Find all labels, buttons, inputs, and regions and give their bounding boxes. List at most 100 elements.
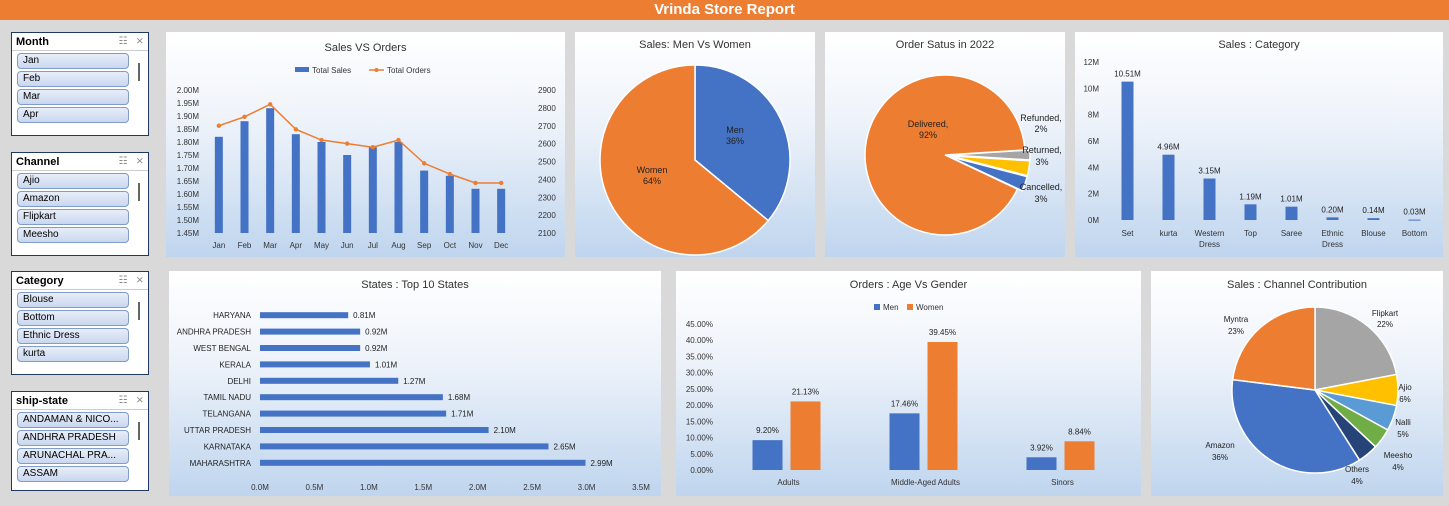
age-bar-men xyxy=(752,440,783,470)
x-tick-label: 2.5M xyxy=(523,483,541,492)
orders-point xyxy=(344,141,350,146)
slicer-scrollbar[interactable] xyxy=(138,183,140,201)
slicer-title: ship-state xyxy=(16,394,68,407)
slicer-channel[interactable]: Channel ☷ ⨯ Ajio Amazon Flipkart Meesho xyxy=(11,152,149,256)
age-vs-gender-card: Orders : Age Vs Gender 0.00% 5.00% 10.00% 1… xyxy=(676,271,1141,496)
state-bar xyxy=(260,394,443,401)
slice-label-returned: Returned, xyxy=(1022,145,1062,155)
x-tick-label: 1.0M xyxy=(360,483,378,492)
category-x-label: Western xyxy=(1195,229,1225,238)
slicer-item[interactable]: Mar xyxy=(17,89,129,105)
sales-bar xyxy=(497,188,506,233)
channel-label-meesho: Meesho xyxy=(1384,451,1413,460)
sales-bar xyxy=(214,136,223,233)
clear-filter-icon[interactable]: ⨯ xyxy=(135,395,144,406)
category-bar xyxy=(1408,219,1421,221)
pie-slice-women xyxy=(599,64,770,256)
channel-pct-myntra: 23% xyxy=(1228,327,1244,336)
category-x-label: Set xyxy=(1121,229,1134,238)
legend-swatch-sales xyxy=(295,67,309,72)
y-tick-label: 4M xyxy=(1088,163,1099,172)
slice-label-cancelled: Cancelled, xyxy=(1020,182,1063,192)
category-x-label: kurta xyxy=(1160,229,1178,238)
age-data-label: 39.45% xyxy=(929,328,956,337)
multi-select-icon[interactable]: ☷ xyxy=(118,36,128,47)
state-label: KARNATAKA xyxy=(204,442,252,451)
state-label: TELANGANA xyxy=(203,410,252,419)
clear-filter-icon[interactable]: ⨯ xyxy=(135,156,144,167)
category-data-label: 0.20M xyxy=(1321,205,1344,214)
multi-select-icon[interactable]: ☷ xyxy=(118,395,128,406)
slicer-item[interactable]: Ajio xyxy=(17,173,129,189)
slicer-item[interactable]: Apr xyxy=(17,107,129,123)
age-data-label: 21.13% xyxy=(792,387,819,396)
slicer-item[interactable]: Feb xyxy=(17,71,129,87)
legend-swatch-men xyxy=(874,304,880,310)
category-x-label: Saree xyxy=(1281,229,1303,238)
slicer-item[interactable]: Meesho xyxy=(17,227,129,243)
age-data-label: 17.46% xyxy=(891,399,918,408)
state-data-label: 0.92M xyxy=(365,344,388,353)
category-data-label: 3.15M xyxy=(1198,167,1221,176)
state-label: DELHI xyxy=(227,377,251,386)
orders-point xyxy=(216,123,222,128)
multi-select-icon[interactable]: ☷ xyxy=(118,156,128,167)
slicer-ship-state[interactable]: ship-state ☷ ⨯ ANDAMAN & NICO... ANDHRA PRAD… xyxy=(11,391,149,491)
slicer-scrollbar[interactable] xyxy=(138,422,140,440)
slicer-item[interactable]: Blouse xyxy=(17,292,129,308)
slicer-item[interactable]: Jan xyxy=(17,53,129,69)
state-label: UTTAR PRADESH xyxy=(184,426,251,435)
x-tick-label: Apr xyxy=(290,241,303,250)
legend-label-sales: Total Sales xyxy=(312,66,351,75)
slicer-month[interactable]: Month ☷ ⨯ Jan Feb Mar Apr xyxy=(11,32,149,136)
x-tick-label: Feb xyxy=(238,241,252,250)
slicer-category[interactable]: Category ☷ ⨯ Blouse Bottom Ethnic Dress kurta xyxy=(11,271,149,375)
slicer-item[interactable]: ASSAM xyxy=(17,466,129,482)
slicer-item[interactable]: Bottom xyxy=(17,310,129,326)
y-tick-label: 8M xyxy=(1088,111,1099,120)
slicer-item[interactable]: ANDHRA PRADESH xyxy=(17,430,129,446)
x-tick-label: Sinors xyxy=(1051,478,1074,487)
age-vs-gender-chart: 0.00% 5.00% 10.00% 15.00% 20.00% 25.00% 30.00%… xyxy=(686,303,1095,487)
category-data-label: 1.19M xyxy=(1239,192,1262,201)
x-tick-label: Middle-Aged Adults xyxy=(891,478,960,487)
slicer-item[interactable]: Amazon xyxy=(17,191,129,207)
y-left-tick-label: 1.80M xyxy=(177,138,200,147)
x-tick-label: 1.5M xyxy=(414,483,432,492)
slice-label-refunded: Refunded, xyxy=(1020,113,1062,123)
slice-pct-delivered: 92% xyxy=(919,130,937,140)
y-right-tick-label: 2800 xyxy=(538,104,556,113)
state-bar xyxy=(260,443,549,450)
channel-label-flipkart: Flipkart xyxy=(1372,309,1399,318)
slicer-item[interactable]: ARUNACHAL PRA... xyxy=(17,448,129,464)
category-data-label: 0.03M xyxy=(1403,208,1426,217)
slice-pct-women: 64% xyxy=(643,176,661,186)
slicer-item[interactable]: Ethnic Dress xyxy=(17,328,129,344)
state-label: KERALA xyxy=(219,360,251,369)
slicer-scrollbar[interactable] xyxy=(138,302,140,320)
channel-label-ajio: Ajio xyxy=(1398,383,1412,392)
orders-point xyxy=(267,102,273,107)
slicer-item[interactable]: ANDAMAN & NICO... xyxy=(17,412,129,428)
sales-bar xyxy=(266,108,275,233)
multi-select-icon[interactable]: ☷ xyxy=(118,275,128,286)
y-tick-label: 40.00% xyxy=(686,336,713,345)
slicer-item[interactable]: kurta xyxy=(17,346,129,362)
slicer-header: Channel ☷ ⨯ xyxy=(12,153,148,171)
slicer-item[interactable]: Flipkart xyxy=(17,209,129,225)
x-tick-label: Mar xyxy=(263,241,277,250)
y-left-tick-label: 1.85M xyxy=(177,125,200,134)
slice-label-men: Men xyxy=(726,125,744,135)
category-x-label: Dress xyxy=(1322,240,1343,249)
clear-filter-icon[interactable]: ⨯ xyxy=(135,36,144,47)
clear-filter-icon[interactable]: ⨯ xyxy=(135,275,144,286)
x-tick-label: 0.5M xyxy=(306,483,324,492)
y-tick-label: 20.00% xyxy=(686,401,713,410)
category-bar xyxy=(1326,217,1339,220)
slicer-scrollbar[interactable] xyxy=(138,63,140,81)
sales-bar xyxy=(317,142,326,233)
sales-bar xyxy=(368,147,377,233)
state-bar xyxy=(260,345,361,351)
state-label: MAHARASHTRA xyxy=(190,459,252,468)
